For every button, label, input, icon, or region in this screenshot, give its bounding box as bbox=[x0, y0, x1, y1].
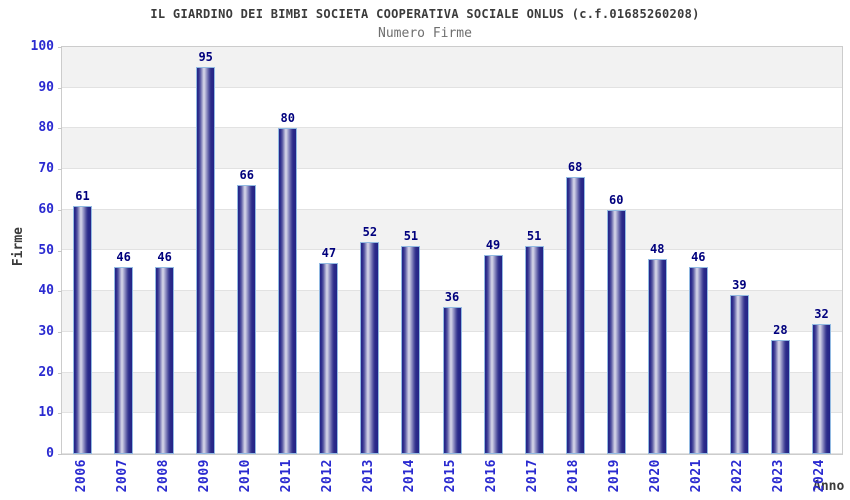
bar-2013 bbox=[360, 242, 380, 454]
bar-2021 bbox=[688, 266, 708, 454]
x-axis-title: Anno bbox=[813, 479, 845, 494]
y-tick-mark bbox=[58, 209, 62, 211]
bar-value-label: 36 bbox=[444, 290, 460, 305]
bar-2020 bbox=[647, 258, 667, 454]
bar-value-label: 51 bbox=[526, 229, 542, 244]
y-tick-label: 100 bbox=[30, 39, 54, 54]
x-tick-label: 2011 bbox=[278, 459, 294, 493]
y-tick-mark bbox=[58, 47, 62, 48]
bar-value-label: 39 bbox=[732, 278, 747, 293]
x-tick-label: 2020 bbox=[648, 459, 664, 493]
bar-2019 bbox=[606, 209, 626, 454]
x-tick-label: 2017 bbox=[525, 459, 541, 493]
chart-subtitle: Numero Firme bbox=[378, 26, 472, 41]
bar-value-label: 32 bbox=[814, 306, 829, 321]
bar-2009 bbox=[196, 67, 216, 454]
y-tick-mark bbox=[58, 413, 62, 415]
x-tick-label: 2006 bbox=[73, 459, 89, 493]
bar-2022 bbox=[729, 295, 749, 454]
y-tick-label: 0 bbox=[46, 446, 54, 461]
grid-band bbox=[62, 128, 842, 170]
grid-band bbox=[62, 47, 842, 88]
bar-value-label: 66 bbox=[239, 168, 254, 183]
y-tick-mark bbox=[58, 87, 62, 89]
x-tick-label: 2014 bbox=[401, 459, 417, 493]
bar-2024 bbox=[811, 323, 831, 454]
bar-2015 bbox=[442, 307, 462, 454]
bar-value-label: 52 bbox=[362, 225, 378, 240]
y-tick-label: 90 bbox=[38, 79, 54, 95]
bar-2012 bbox=[319, 262, 339, 454]
bar-2014 bbox=[401, 246, 421, 454]
y-tick-label: 10 bbox=[38, 405, 54, 421]
x-tick-label: 2021 bbox=[689, 459, 705, 493]
bar-2023 bbox=[770, 340, 790, 454]
bar-2016 bbox=[483, 254, 503, 454]
chart-title: IL GIARDINO DEI BIMBI SOCIETA COOPERATIV… bbox=[150, 7, 700, 21]
x-tick-label: 2007 bbox=[114, 459, 130, 493]
bar-2018 bbox=[565, 177, 585, 454]
x-tick-label: 2018 bbox=[566, 459, 582, 493]
y-tick-label: 20 bbox=[38, 364, 54, 380]
grid-band bbox=[62, 250, 842, 292]
grid-band bbox=[62, 209, 842, 251]
bar-value-label: 68 bbox=[567, 160, 583, 175]
grid-band bbox=[62, 87, 842, 129]
x-tick-label: 2012 bbox=[319, 459, 335, 493]
y-tick-label: 80 bbox=[38, 120, 54, 136]
bar-value-label: 47 bbox=[321, 245, 337, 260]
bar-value-label: 49 bbox=[485, 237, 501, 252]
x-tick-label: 2022 bbox=[730, 459, 746, 493]
bar-2011 bbox=[278, 128, 298, 454]
bar-2008 bbox=[155, 266, 175, 454]
grid-band bbox=[62, 169, 842, 210]
y-tick-mark bbox=[58, 372, 62, 374]
bar-value-label: 28 bbox=[773, 323, 788, 338]
x-tick-label: 2016 bbox=[484, 459, 500, 493]
plot-area: 61 46 46 95 66 80 47 52 51 36 49 51 68 60 48 46 39 28 32 bbox=[61, 46, 843, 455]
bar-2006 bbox=[73, 205, 93, 454]
y-tick-mark bbox=[58, 454, 62, 455]
y-tick-mark bbox=[58, 291, 62, 293]
y-tick-label: 60 bbox=[38, 201, 54, 217]
y-tick-mark bbox=[58, 250, 62, 252]
bar-value-label: 80 bbox=[280, 111, 295, 126]
bar-value-label: 46 bbox=[157, 249, 172, 264]
y-tick-mark bbox=[58, 128, 62, 130]
bar-value-label: 61 bbox=[75, 188, 90, 203]
x-tick-label: 2015 bbox=[443, 459, 458, 493]
x-tick-label: 2019 bbox=[607, 459, 623, 493]
bar-value-label: 95 bbox=[198, 50, 213, 65]
y-tick-mark bbox=[58, 169, 62, 171]
y-tick-mark bbox=[58, 331, 62, 333]
bar-value-label: 48 bbox=[650, 241, 665, 256]
bar-2010 bbox=[237, 185, 257, 454]
bar-value-label: 46 bbox=[691, 249, 706, 264]
x-tick-label: 2023 bbox=[771, 459, 787, 493]
bar-2017 bbox=[524, 246, 544, 454]
y-tick-label: 40 bbox=[38, 283, 54, 299]
x-tick-label: 2013 bbox=[360, 459, 376, 493]
y-tick-label: 70 bbox=[38, 161, 54, 177]
x-tick-label: 2010 bbox=[237, 459, 253, 493]
x-tick-label: 2008 bbox=[155, 459, 171, 493]
bar-2007 bbox=[114, 266, 134, 454]
bar-value-label: 51 bbox=[403, 229, 419, 244]
y-tick-label: 50 bbox=[38, 242, 54, 258]
y-tick-label: 30 bbox=[38, 323, 54, 339]
x-tick-label: 2009 bbox=[196, 459, 212, 493]
x-tick-label: 2024 bbox=[812, 459, 828, 493]
bar-value-label: 46 bbox=[116, 249, 131, 264]
bar-value-label: 60 bbox=[608, 192, 624, 207]
